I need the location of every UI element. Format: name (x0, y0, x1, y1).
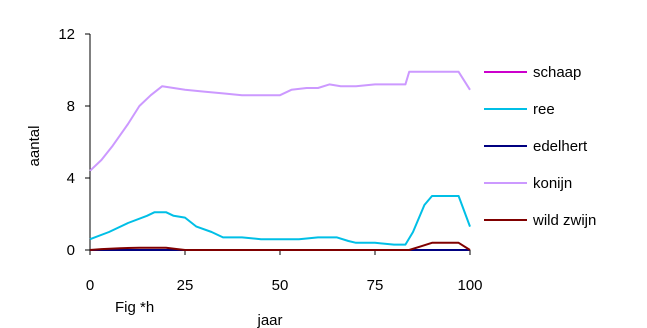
legend-label: wild zwijn (532, 212, 596, 229)
y-tick-label: 8 (67, 98, 75, 115)
x-axis-title: jaar (256, 312, 282, 328)
x-tick-label: 75 (367, 277, 384, 294)
y-tick-label: 0 (67, 242, 75, 259)
y-ticks: 0 4 8 12 (58, 26, 90, 259)
legend: schaap ree edelhert konijn wild zwijn (484, 64, 596, 229)
plot-area: 0 4 8 12 0 25 50 75 100 (58, 26, 482, 294)
series-line-konijn (89, 70, 471, 172)
legend-label: ree (533, 101, 555, 118)
series-line-ree (89, 195, 471, 246)
series-line-wild-zwijn (89, 241, 471, 251)
series-lines (89, 70, 471, 251)
y-tick-label: 4 (67, 170, 75, 187)
x-tick-label: 100 (457, 277, 482, 294)
legend-label: schaap (533, 64, 581, 81)
x-tick-label: 50 (272, 277, 289, 294)
legend-label: edelhert (533, 138, 588, 155)
x-tick-label: 0 (86, 277, 94, 294)
figure-caption: Fig *h (115, 299, 154, 316)
legend-label: konijn (533, 175, 572, 192)
y-axis-title: aantal (26, 126, 43, 167)
x-ticks: 0 25 50 75 100 (86, 250, 483, 294)
y-tick-label: 12 (58, 26, 75, 43)
x-tick-label: 25 (177, 277, 194, 294)
